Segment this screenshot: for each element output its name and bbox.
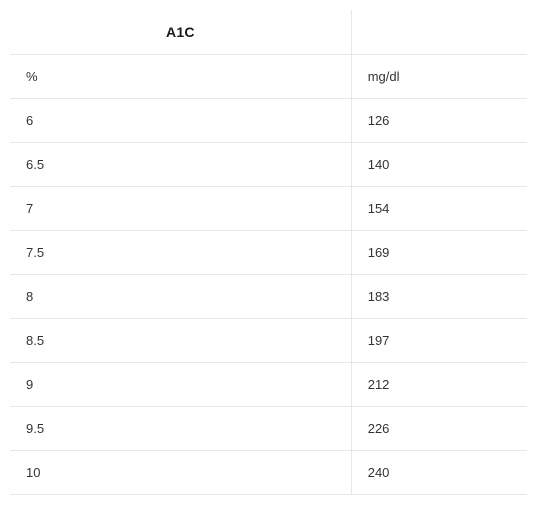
table-row: 8 183: [10, 275, 527, 319]
a1c-table: A1C % mg/dl 6 126 6.5 140 7 154 7.5 169 …: [10, 10, 527, 495]
table-row: 7.5 169: [10, 231, 527, 275]
table-header-row: A1C: [10, 10, 527, 55]
table-row: 9 212: [10, 363, 527, 407]
cell-right: 183: [351, 275, 527, 319]
cell-right: 140: [351, 143, 527, 187]
cell-right: 126: [351, 99, 527, 143]
cell-left: %: [10, 55, 351, 99]
table-row: % mg/dl: [10, 55, 527, 99]
cell-right: 212: [351, 363, 527, 407]
table-body: % mg/dl 6 126 6.5 140 7 154 7.5 169 8 18…: [10, 55, 527, 495]
cell-left: 6.5: [10, 143, 351, 187]
header-a1c: A1C: [10, 10, 351, 55]
table-row: 6 126: [10, 99, 527, 143]
cell-right: 197: [351, 319, 527, 363]
cell-right: 154: [351, 187, 527, 231]
header-empty: [351, 10, 527, 55]
table-row: 7 154: [10, 187, 527, 231]
cell-right: 226: [351, 407, 527, 451]
table-row: 9.5 226: [10, 407, 527, 451]
cell-right: 240: [351, 451, 527, 495]
cell-left: 9.5: [10, 407, 351, 451]
cell-right: 169: [351, 231, 527, 275]
cell-left: 6: [10, 99, 351, 143]
cell-left: 8: [10, 275, 351, 319]
cell-left: 10: [10, 451, 351, 495]
cell-left: 7.5: [10, 231, 351, 275]
table-row: 6.5 140: [10, 143, 527, 187]
cell-left: 8.5: [10, 319, 351, 363]
table-row: 8.5 197: [10, 319, 527, 363]
table-row: 10 240: [10, 451, 527, 495]
cell-right: mg/dl: [351, 55, 527, 99]
cell-left: 9: [10, 363, 351, 407]
cell-left: 7: [10, 187, 351, 231]
